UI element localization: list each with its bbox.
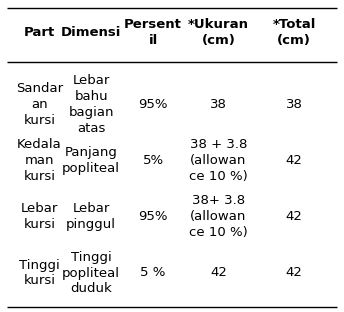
Text: 5%: 5% [142, 154, 164, 167]
Text: Tinggi
kursi: Tinggi kursi [19, 259, 60, 287]
Text: 95%: 95% [138, 210, 168, 223]
Text: Kedala
man
kursi: Kedala man kursi [17, 138, 62, 183]
Text: Panjang
popliteal: Panjang popliteal [62, 146, 120, 175]
Text: 38: 38 [210, 98, 227, 111]
Text: 42: 42 [210, 266, 227, 280]
Text: Lebar
pinggul: Lebar pinggul [66, 202, 116, 231]
Text: Sandar
an
kursi: Sandar an kursi [16, 82, 63, 127]
Text: 38 + 3.8
(allowan
ce 10 %): 38 + 3.8 (allowan ce 10 %) [189, 138, 248, 183]
Text: 42: 42 [286, 154, 303, 167]
Text: Dimensi: Dimensi [61, 26, 121, 39]
Text: *Total
(cm): *Total (cm) [272, 18, 316, 47]
Text: Lebar
bahu
bagian
atas: Lebar bahu bagian atas [68, 74, 114, 135]
Text: Tinggi
popliteal
duduk: Tinggi popliteal duduk [62, 251, 120, 295]
Text: 5 %: 5 % [140, 266, 166, 280]
Text: Part: Part [24, 26, 55, 39]
Text: Persent
il: Persent il [124, 18, 182, 47]
Text: 42: 42 [286, 210, 303, 223]
Text: *Ukuran
(cm): *Ukuran (cm) [188, 18, 249, 47]
Text: 38+ 3.8
(allowan
ce 10 %): 38+ 3.8 (allowan ce 10 %) [189, 194, 248, 239]
Text: 95%: 95% [138, 98, 168, 111]
Text: 42: 42 [286, 266, 303, 280]
Text: Lebar
kursi: Lebar kursi [21, 202, 58, 231]
Text: 38: 38 [286, 98, 303, 111]
